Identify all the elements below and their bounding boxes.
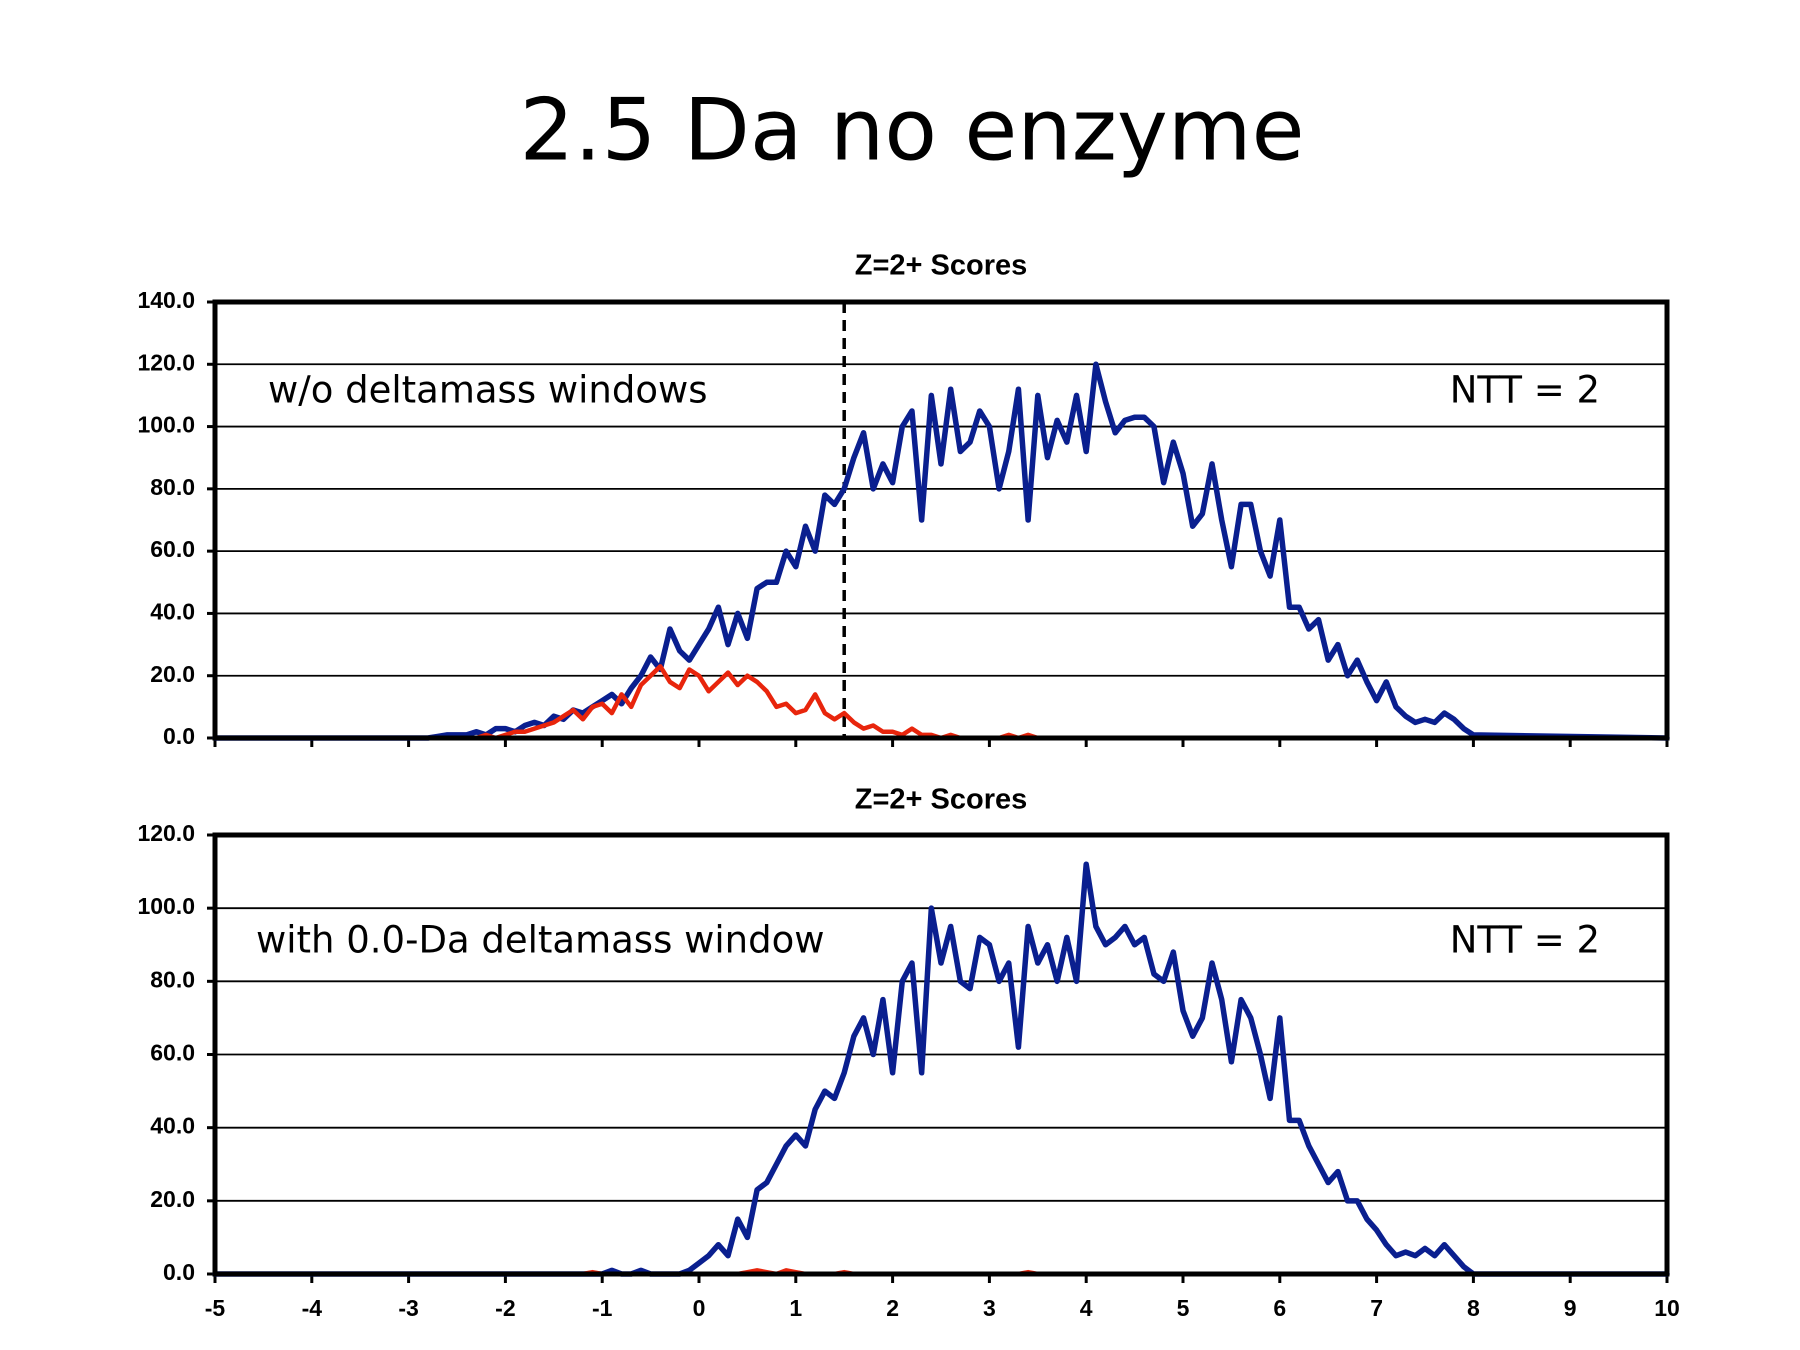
slide-title: 2.5 Da no enzyme	[520, 80, 1305, 180]
x-tick-label: 4	[1080, 1295, 1093, 1321]
annotation: NTT = 2	[1450, 369, 1600, 412]
y-tick-label: 60.0	[150, 536, 195, 562]
y-tick-label: 0.0	[163, 1259, 195, 1285]
x-tick-label: 8	[1467, 1295, 1480, 1321]
x-tick-label: -4	[302, 1295, 323, 1321]
y-tick-label: 0.0	[163, 723, 195, 749]
chart-title: Z=2+ Scores	[855, 250, 1028, 282]
chart-title: Z=2+ Scores	[855, 784, 1028, 816]
x-tick-label: 5	[1177, 1295, 1190, 1321]
x-tick-label: 2	[886, 1295, 899, 1321]
x-tick-label: -2	[495, 1295, 515, 1321]
x-tick-label: 7	[1370, 1295, 1383, 1321]
y-tick-label: 100.0	[137, 893, 195, 919]
annotation: NTT = 2	[1450, 919, 1600, 962]
annotation: with 0.0-Da deltamass window	[256, 919, 825, 962]
y-tick-label: 60.0	[150, 1040, 195, 1066]
y-tick-label: 40.0	[150, 1113, 195, 1139]
annotation: w/o deltamass windows	[268, 369, 708, 412]
x-tick-label: 6	[1273, 1295, 1286, 1321]
y-tick-label: 20.0	[150, 1186, 195, 1212]
data-line	[212, 361, 1670, 741]
y-tick-label: 120.0	[137, 349, 195, 375]
y-tick-label: 40.0	[150, 599, 195, 625]
y-tick-label: 80.0	[150, 966, 195, 992]
x-tick-label: 3	[983, 1295, 996, 1321]
x-tick-label: 0	[693, 1295, 706, 1321]
y-tick-label: 140.0	[137, 287, 195, 313]
x-tick-label: -1	[592, 1295, 613, 1321]
plot-frame	[212, 299, 1670, 741]
y-tick-label: 80.0	[150, 474, 195, 500]
y-tick-label: 100.0	[137, 412, 195, 438]
x-tick-label: 10	[1654, 1295, 1680, 1321]
x-tick-label: -5	[205, 1295, 226, 1321]
y-tick-label: 120.0	[137, 820, 195, 846]
x-tick-label: -3	[398, 1295, 418, 1321]
y-tick-label: 20.0	[150, 661, 195, 687]
plot-frame	[212, 832, 1670, 1277]
data-line	[212, 664, 1670, 741]
x-tick-label: 9	[1564, 1295, 1577, 1321]
x-tick-label: 1	[789, 1295, 802, 1321]
